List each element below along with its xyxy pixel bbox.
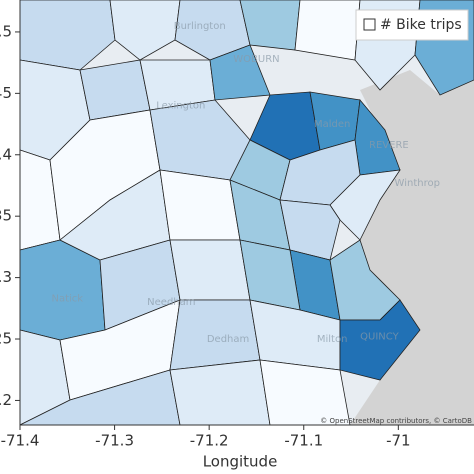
place-label: Winthrop [395,178,440,189]
place-label: Burlington [174,21,226,32]
y-tick-label: 42.3 [0,268,12,286]
place-label: Milton [317,334,348,345]
legend-label[interactable]: # Bike trips [380,17,462,33]
map-area: Burlington WOBURN Lexington Malden REVERE Win… [20,0,474,425]
y-tick-label: 42.2 [0,391,12,409]
x-axis-label: Longitude [203,453,278,471]
x-tick-label: -71.4 [1,432,40,450]
x-tick-label: -71.2 [190,432,229,450]
y-tick-label: 42.35 [0,207,12,225]
y-tick-label: 42.4 [0,145,12,163]
x-tick-label: -71.3 [95,432,134,450]
y-tick-label: 42.5 [0,22,12,40]
place-label: Lexington [156,101,205,112]
x-tick-label: -71.1 [284,432,323,450]
place-label: REVERE [369,140,409,151]
regions [20,0,474,425]
place-label: Natick [51,293,83,304]
place-label: QUINCY [360,332,399,343]
axes: -71.4 -71.3 -71.2 -71.1 -71 42.5 42.45 42.4 42.3… [0,0,474,450]
legend[interactable]: # Bike trips [355,9,469,41]
y-tick-label: 42.25 [0,330,12,348]
x-tick-label: -71 [386,432,411,450]
place-label: WOBURN [233,54,279,65]
legend-swatch[interactable] [363,18,376,31]
place-label: Dedham [207,334,249,345]
ocean [350,70,474,425]
place-label: Malden [314,119,350,130]
attribution: © OpenStreetMap contributors, © CartoDB [320,417,472,425]
place-label: Needham [147,297,195,308]
y-tick-label: 42.45 [0,84,12,102]
